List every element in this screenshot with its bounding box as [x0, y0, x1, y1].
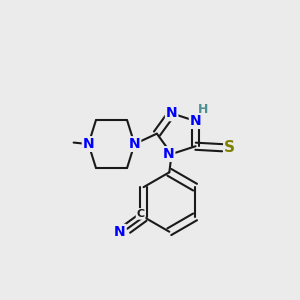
Text: S: S: [224, 140, 235, 155]
Text: N: N: [166, 106, 177, 120]
Text: N: N: [190, 114, 201, 128]
Text: N: N: [83, 137, 94, 151]
Text: C: C: [136, 209, 145, 219]
Text: N: N: [114, 225, 126, 239]
Text: N: N: [163, 147, 175, 161]
Text: N: N: [129, 137, 140, 151]
Text: H: H: [198, 103, 208, 116]
